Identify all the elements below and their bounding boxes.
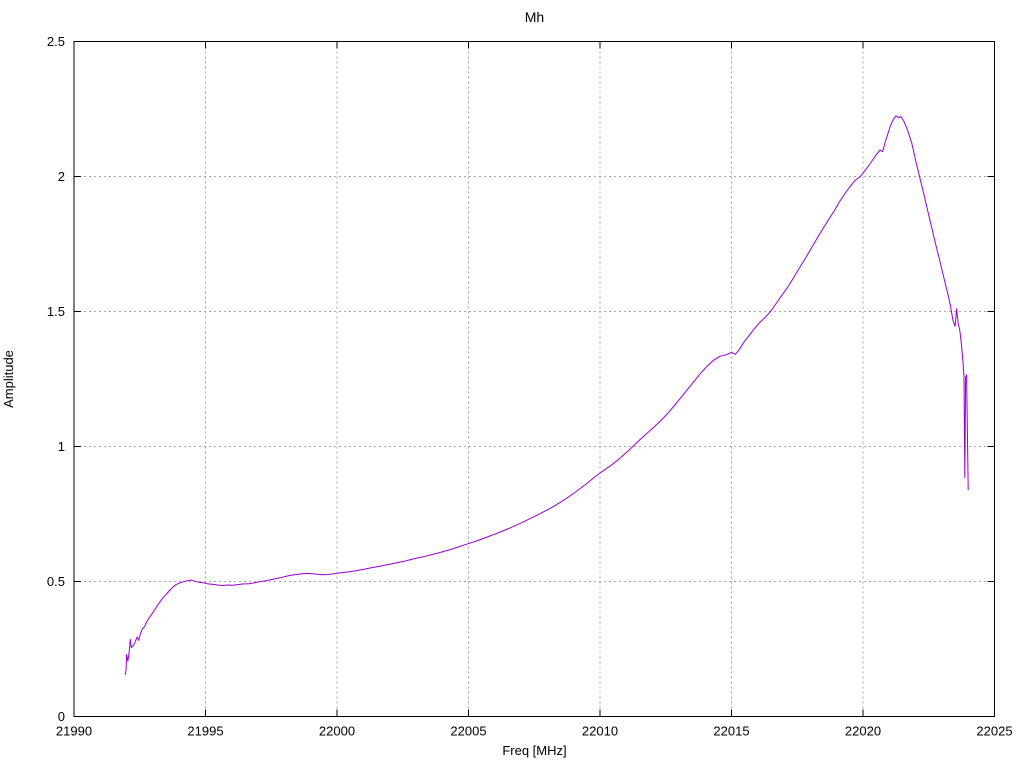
- y-tick-label: 0.5: [47, 574, 65, 589]
- y-tick-label: 2: [58, 169, 65, 184]
- x-tick-label: 22025: [976, 724, 1012, 739]
- chart-title: Mh: [524, 9, 545, 25]
- x-tick-label: 22000: [319, 724, 355, 739]
- y-tick-label: 2.5: [47, 34, 65, 49]
- x-tick-label: 22010: [582, 724, 618, 739]
- x-axis-label: Freq [MHz]: [502, 743, 567, 758]
- y-tick-label: 0: [58, 709, 65, 724]
- data-line: [124, 115, 969, 676]
- x-tick-label: 21995: [187, 724, 223, 739]
- y-tick-label: 1.5: [47, 304, 65, 319]
- x-tick-label: 22015: [713, 724, 749, 739]
- x-tick-label: 22020: [845, 724, 881, 739]
- plot-border: [73, 41, 995, 717]
- y-tick-label: 1: [58, 439, 65, 454]
- x-tick-label: 22005: [450, 724, 486, 739]
- x-tick-label: 21990: [56, 724, 92, 739]
